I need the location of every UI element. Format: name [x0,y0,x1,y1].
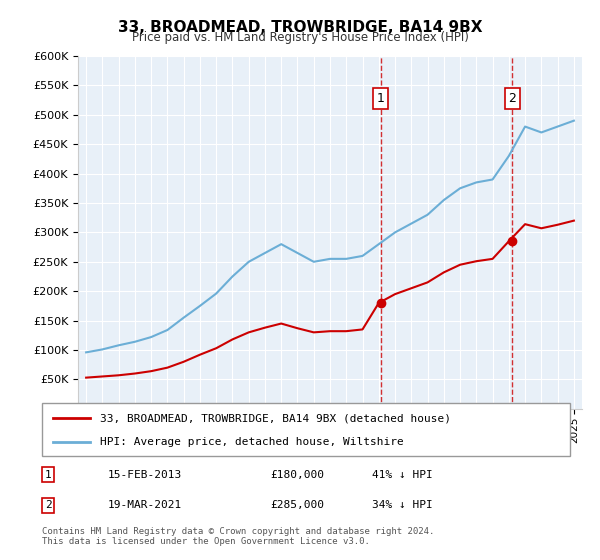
Text: 33, BROADMEAD, TROWBRIDGE, BA14 9BX: 33, BROADMEAD, TROWBRIDGE, BA14 9BX [118,20,482,35]
Text: 33, BROADMEAD, TROWBRIDGE, BA14 9BX (detached house): 33, BROADMEAD, TROWBRIDGE, BA14 9BX (det… [100,413,451,423]
Text: 1: 1 [377,92,385,105]
Text: Price paid vs. HM Land Registry's House Price Index (HPI): Price paid vs. HM Land Registry's House … [131,31,469,44]
FancyBboxPatch shape [42,403,570,456]
Text: £285,000: £285,000 [270,501,324,510]
Text: Contains HM Land Registry data © Crown copyright and database right 2024.
This d: Contains HM Land Registry data © Crown c… [42,527,434,547]
Text: 34% ↓ HPI: 34% ↓ HPI [372,501,433,510]
Text: 2: 2 [508,92,516,105]
Text: £180,000: £180,000 [270,470,324,479]
Text: HPI: Average price, detached house, Wiltshire: HPI: Average price, detached house, Wilt… [100,436,404,446]
Text: 1: 1 [44,470,52,479]
Text: 41% ↓ HPI: 41% ↓ HPI [372,470,433,479]
Text: 19-MAR-2021: 19-MAR-2021 [108,501,182,510]
Text: 2: 2 [44,501,52,510]
Text: 15-FEB-2013: 15-FEB-2013 [108,470,182,479]
